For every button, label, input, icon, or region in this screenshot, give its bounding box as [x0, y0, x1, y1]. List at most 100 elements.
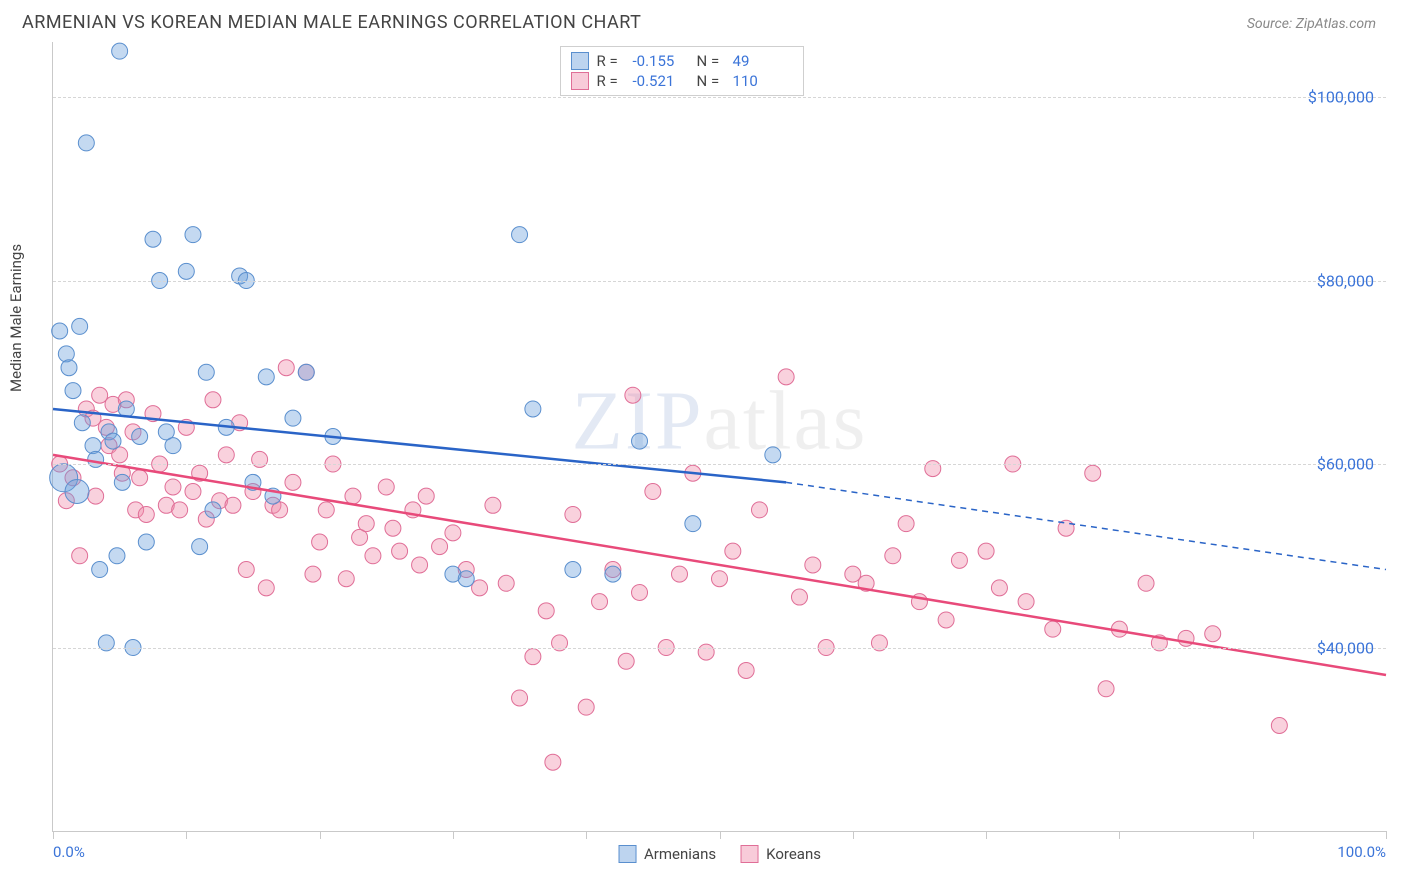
- data-point: [378, 479, 394, 495]
- data-point: [61, 360, 77, 376]
- legend-label: Koreans: [766, 845, 821, 863]
- data-point: [138, 534, 154, 550]
- chart-title: ARMENIAN VS KOREAN MEDIAN MALE EARNINGS …: [22, 12, 641, 33]
- x-tick: [453, 831, 454, 839]
- data-point: [698, 644, 714, 660]
- legend-label: Armenians: [644, 845, 716, 863]
- stats-row-armenians: R = -0.155 N = 49: [571, 51, 789, 71]
- y-tick-label: $60,000: [1317, 455, 1374, 474]
- r-label: R =: [597, 72, 625, 90]
- data-point: [632, 433, 648, 449]
- data-point: [765, 447, 781, 463]
- x-tick: [1119, 831, 1120, 839]
- data-point: [392, 543, 408, 559]
- x-min-label: 0.0%: [53, 843, 85, 861]
- data-point: [74, 415, 90, 431]
- y-tick-label: $80,000: [1317, 271, 1374, 290]
- data-point: [871, 635, 887, 651]
- data-point: [991, 580, 1007, 596]
- data-point: [512, 227, 528, 243]
- data-point: [578, 699, 594, 715]
- data-point: [625, 387, 641, 403]
- r-value: -0.155: [633, 52, 689, 70]
- data-point: [198, 364, 214, 380]
- data-point: [685, 516, 701, 532]
- legend-item-koreans: Koreans: [740, 845, 821, 863]
- data-point: [545, 754, 561, 770]
- gridline: [53, 648, 1386, 649]
- data-point: [485, 497, 501, 513]
- data-point: [738, 662, 754, 678]
- data-point: [318, 502, 334, 518]
- data-point: [938, 612, 954, 628]
- data-point: [412, 557, 428, 573]
- n-value: 49: [733, 52, 789, 70]
- chart-container: Median Male Earnings ZIPatlas R = -0.155…: [22, 42, 1386, 872]
- data-point: [205, 392, 221, 408]
- data-point: [252, 451, 268, 467]
- data-point: [805, 557, 821, 573]
- stats-row-koreans: R = -0.521 N = 110: [571, 71, 789, 91]
- data-point: [98, 635, 114, 651]
- gridline: [53, 464, 1386, 465]
- data-point: [238, 562, 254, 578]
- data-point: [365, 548, 381, 564]
- data-point: [1271, 717, 1287, 733]
- data-point: [285, 410, 301, 426]
- data-point: [358, 516, 374, 532]
- data-point: [432, 539, 448, 555]
- stats-legend: R = -0.155 N = 49 R = -0.521 N = 110: [560, 46, 804, 96]
- data-point: [1098, 681, 1114, 697]
- data-point: [418, 488, 434, 504]
- data-point: [645, 484, 661, 500]
- legend-item-armenians: Armenians: [618, 845, 716, 863]
- gridline: [53, 281, 1386, 282]
- data-point: [72, 548, 88, 564]
- x-tick: [720, 831, 721, 839]
- data-point: [109, 548, 125, 564]
- data-point: [458, 571, 474, 587]
- data-point: [725, 543, 741, 559]
- data-point: [258, 580, 274, 596]
- data-point: [192, 539, 208, 555]
- y-tick-label: $40,000: [1317, 638, 1374, 657]
- data-point: [258, 369, 274, 385]
- series-legend: Armenians Koreans: [618, 845, 821, 863]
- data-point: [65, 383, 81, 399]
- data-point: [898, 516, 914, 532]
- data-point: [538, 603, 554, 619]
- data-point: [885, 548, 901, 564]
- data-point: [778, 369, 794, 385]
- x-tick: [186, 831, 187, 839]
- n-label: N =: [697, 72, 725, 90]
- data-point: [552, 635, 568, 651]
- trend-line-armenians-dashed: [786, 482, 1386, 569]
- data-point: [845, 566, 861, 582]
- data-point: [1018, 594, 1034, 610]
- data-point: [285, 474, 301, 490]
- data-point: [305, 566, 321, 582]
- data-point: [92, 387, 108, 403]
- data-point: [85, 438, 101, 454]
- data-point: [132, 429, 148, 445]
- x-tick: [320, 831, 321, 839]
- swatch-armenians-icon: [571, 52, 589, 70]
- data-point: [1138, 575, 1154, 591]
- x-tick: [853, 831, 854, 839]
- data-point: [445, 525, 461, 541]
- data-point: [525, 401, 541, 417]
- data-point: [951, 552, 967, 568]
- data-point: [138, 506, 154, 522]
- y-tick-label: $100,000: [1308, 88, 1374, 107]
- data-point: [178, 263, 194, 279]
- data-point: [472, 580, 488, 596]
- data-point: [72, 318, 88, 334]
- data-point: [1045, 621, 1061, 637]
- data-point: [105, 433, 121, 449]
- n-label: N =: [697, 52, 725, 70]
- data-point: [92, 562, 108, 578]
- data-point: [605, 566, 621, 582]
- plot-svg: [53, 42, 1386, 831]
- data-point: [185, 484, 201, 500]
- data-point: [218, 447, 234, 463]
